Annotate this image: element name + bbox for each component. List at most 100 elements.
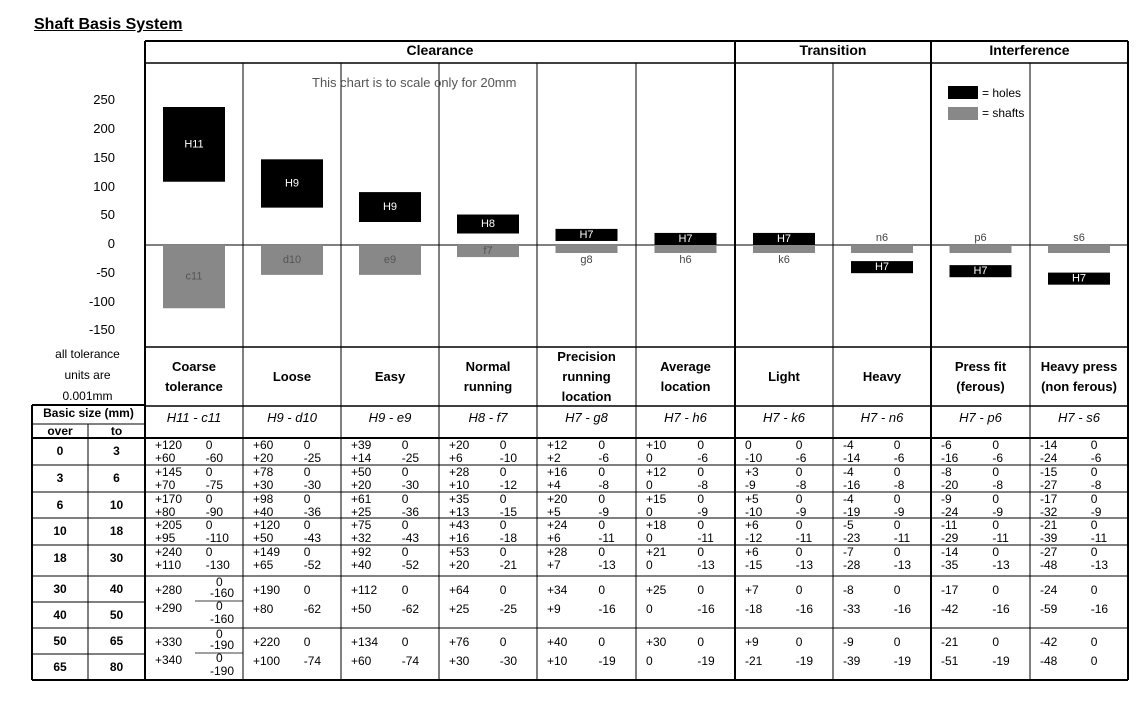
tol-cell-d: -19 [992,654,1010,668]
c11-lower-b: -190 [210,664,235,678]
tol-cell-b: 0 [1090,465,1098,479]
tol-cell-a: +78 [253,465,274,479]
tol-cell-b: 0 [697,465,705,479]
y-tick-label: 50 [100,207,115,223]
tol-cell-b: 0 [303,583,311,597]
tol-cell-a: -8 [941,465,952,479]
tol-cell-b: 0 [205,438,213,452]
tol-cell-d: -13 [893,558,912,572]
tol-cell-c: +65 [253,558,274,572]
c11-upper-b: +290 [155,601,183,615]
tol-cell-d: -21 [499,558,518,572]
tol-cell-c: +110 [155,558,182,572]
tol-cell-a: -9 [843,635,854,649]
shaft-bar-label: g8 [580,254,592,266]
tol-cell-d: -11 [598,531,615,545]
tol-cell-a: -4 [843,492,854,506]
tol-cell-a: +170 [155,492,183,506]
tol-cell-d: -30 [401,478,420,492]
tol-cell-a: +120 [253,518,281,532]
tol-cell-b: 0 [401,465,409,479]
tol-cell-b: 0 [992,635,1000,649]
fit-code: H7 - n6 [860,410,904,425]
tol-cell-a: +18 [646,518,667,532]
page-title: Shaft Basis System [34,16,183,33]
fit-code: H7 - s6 [1058,410,1100,425]
tol-cell-c: -10 [745,451,763,465]
fit-code: H7 - k6 [763,410,805,425]
tol-cell-d: -19 [697,654,715,668]
tol-cell-b: 0 [992,492,1000,506]
tol-cell-d: -30 [303,478,322,492]
tol-cell-c: +20 [449,558,470,572]
tol-cell-b: 0 [499,465,507,479]
tol-cell-d: -10 [499,451,518,465]
tol-cell-c: -48 [1040,654,1058,668]
tol-cell-a: -21 [1040,518,1058,532]
tol-cell-c: +40 [253,505,274,519]
tol-cell-d: -25 [499,602,518,616]
tol-cell-c: 0 [646,654,653,668]
tol-cell-a: +12 [547,438,568,452]
tol-cell-b: 0 [795,465,803,479]
tol-cell-a: +205 [155,518,183,532]
tol-cell-d: -36 [401,505,420,519]
hole-bar-label: H7 [1072,273,1086,285]
tol-cell-c: +50 [253,531,274,545]
hole-bar-label: H9 [285,177,299,189]
shaft-bar [1048,245,1110,253]
tol-cell-a: +25 [646,583,667,597]
tol-cell-d: -6 [598,451,610,465]
c11-lower-a: -160 [210,586,235,600]
tol-cell-c: -10 [745,505,763,519]
c11-zero-a: 0 [216,627,223,641]
fit-code: H9 - e9 [368,410,412,425]
tol-cell-b: 0 [893,583,901,597]
tol-cell-a: -21 [941,635,959,649]
fit-name: Press fit (ferous) [954,358,1007,394]
tol-cell-b: 0 [303,518,311,532]
tol-cell-b: 0 [795,635,803,649]
shaft-bar [163,245,225,309]
units-note-line: all tolerance [55,347,120,361]
y-tick-label: -150 [88,322,115,338]
tol-cell-b: 0 [795,583,803,597]
tol-cell-b: 0 [992,438,1000,452]
fit-name: Heavy press (non ferous) [1040,358,1118,394]
tol-cell-a: +145 [155,465,183,479]
tol-cell-b: 0 [1090,583,1098,597]
tol-cell-c: 0 [646,505,653,519]
c11-zero-b: 0 [216,651,223,665]
size-to: 3 [113,444,120,458]
hole-bar [261,159,323,208]
tol-cell-d: -30 [499,654,518,668]
hole-bar [359,192,421,222]
fit-code: H7 - h6 [664,410,707,425]
tol-cell-d: -62 [401,602,420,616]
tol-cell-c: -27 [1040,478,1058,492]
tol-cell-d: -74 [303,654,322,668]
tol-cell-c: +10 [449,478,470,492]
tol-cell-b: 0 [697,492,705,506]
tol-cell-b: 0 [598,635,606,649]
tol-cell-a: -24 [1040,583,1058,597]
size-over: 40 [53,608,67,622]
shaft-bar [949,245,1012,253]
hole-bar [1048,272,1110,285]
shaft-bar [359,245,421,275]
tol-cell-b: 0 [499,635,507,649]
tol-cell-b: 0 [499,492,507,506]
tol-cell-d: 0 [1090,654,1098,668]
tol-cell-b: 0 [795,518,803,532]
tol-cell-d: -9 [697,505,709,519]
tol-cell-d: -9 [992,505,1004,519]
tol-cell-a: +43 [449,518,470,532]
tol-cell-a: +134 [351,635,379,649]
tol-cell-c: 0 [646,602,653,616]
tol-cell-d: -43 [401,531,420,545]
tol-cell-d: -6 [992,451,1004,465]
legend-swatch-shafts [948,107,978,120]
tol-cell-a: +20 [449,438,470,452]
tol-cell-d: -16 [1090,602,1109,616]
